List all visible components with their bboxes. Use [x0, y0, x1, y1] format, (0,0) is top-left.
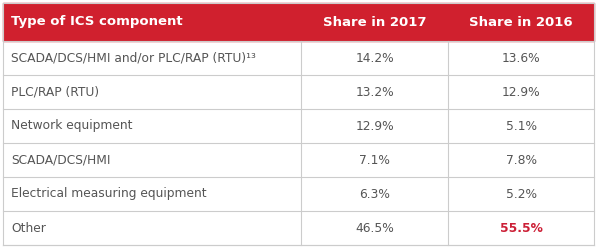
Text: 13.2%: 13.2% — [355, 85, 394, 99]
Bar — [3, 41, 594, 75]
Text: Other: Other — [11, 222, 46, 235]
Text: 46.5%: 46.5% — [355, 222, 394, 235]
Text: 12.9%: 12.9% — [355, 119, 394, 133]
Text: PLC/RAP (RTU): PLC/RAP (RTU) — [11, 85, 99, 99]
Text: Share in 2016: Share in 2016 — [469, 16, 573, 28]
Text: 13.6%: 13.6% — [501, 51, 540, 65]
Bar — [3, 3, 594, 41]
Text: 5.1%: 5.1% — [506, 119, 537, 133]
Text: Share in 2017: Share in 2017 — [323, 16, 426, 28]
Text: Electrical measuring equipment: Electrical measuring equipment — [11, 187, 207, 201]
Text: Type of ICS component: Type of ICS component — [11, 16, 183, 28]
Bar — [3, 143, 594, 177]
Text: 7.8%: 7.8% — [506, 153, 537, 167]
Text: 55.5%: 55.5% — [500, 222, 543, 235]
Bar — [3, 211, 594, 245]
Text: SCADA/DCS/HMI and/or PLC/RAP (RTU)¹³: SCADA/DCS/HMI and/or PLC/RAP (RTU)¹³ — [11, 51, 256, 65]
Bar — [3, 75, 594, 109]
Bar — [3, 177, 594, 211]
Text: SCADA/DCS/HMI: SCADA/DCS/HMI — [11, 153, 110, 167]
Text: 6.3%: 6.3% — [359, 187, 390, 201]
Text: Network equipment: Network equipment — [11, 119, 133, 133]
Text: 5.2%: 5.2% — [506, 187, 537, 201]
Text: 7.1%: 7.1% — [359, 153, 390, 167]
Text: 14.2%: 14.2% — [355, 51, 394, 65]
Bar — [3, 109, 594, 143]
Text: 12.9%: 12.9% — [501, 85, 540, 99]
